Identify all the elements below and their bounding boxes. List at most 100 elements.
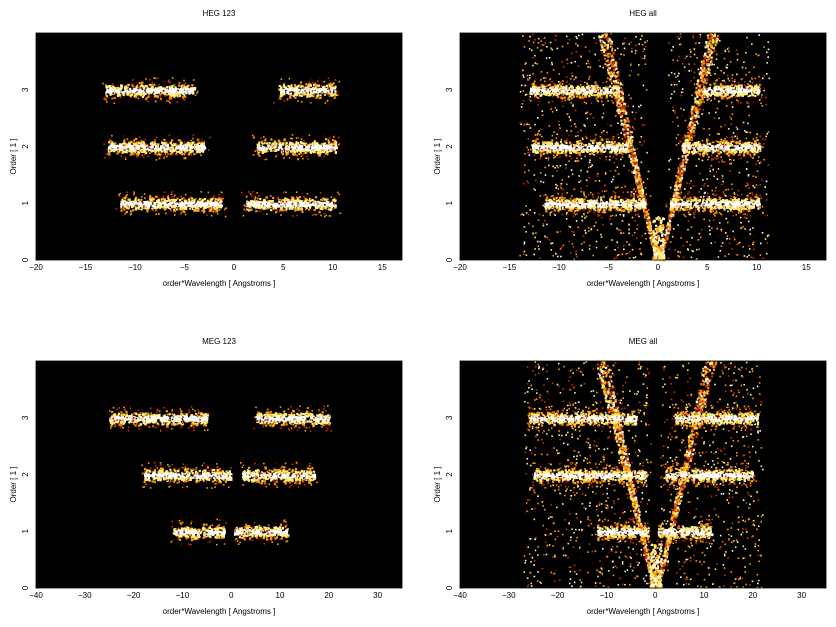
- heatmap-cell: [726, 64, 729, 66]
- heatmap-cell: [308, 82, 311, 86]
- heatmap-cell: [126, 143, 129, 146]
- heatmap-cell: [635, 44, 637, 47]
- heatmap-cell: [192, 198, 194, 201]
- heatmap-cell: [549, 212, 552, 214]
- heatmap-cell: [634, 117, 636, 120]
- heatmap-cell: [667, 221, 670, 225]
- heatmap-cell: [316, 94, 319, 98]
- heatmap-cell: [604, 54, 606, 57]
- heatmap-cell: [713, 50, 716, 53]
- heatmap-cell: [128, 145, 131, 148]
- heatmap-cell: [148, 88, 151, 91]
- heatmap-cell: [120, 203, 123, 206]
- heatmap-cell: [766, 234, 769, 237]
- heatmap-cell: [289, 141, 292, 144]
- heatmap-cell: [723, 161, 726, 163]
- heatmap-cell: [315, 85, 318, 88]
- heatmap-cell: [573, 188, 576, 191]
- heatmap-cell: [716, 228, 718, 230]
- heatmap-cell: [327, 77, 330, 80]
- heatmap-cell: [111, 91, 114, 94]
- heatmap-cell: [299, 150, 302, 153]
- heatmap-cell: [313, 213, 315, 216]
- heatmap-cell: [155, 149, 158, 152]
- heatmap-cell: [132, 85, 134, 87]
- heatmap-cell: [690, 180, 692, 182]
- heatmap-cell: [127, 198, 130, 201]
- heatmap-cell: [160, 201, 163, 203]
- heatmap-cell: [652, 244, 655, 247]
- heatmap-cell: [332, 145, 334, 147]
- heatmap-cell: [623, 127, 626, 130]
- heatmap-cell: [330, 92, 333, 95]
- heatmap-cell: [588, 62, 590, 65]
- heatmap-cell: [155, 159, 158, 161]
- heatmap-cell: [277, 198, 280, 200]
- heatmap-cell: [264, 148, 267, 151]
- heatmap-cell: [109, 85, 112, 88]
- heatmap-cell: [151, 142, 154, 145]
- heatmap-cell: [692, 34, 695, 37]
- heatmap-cell: [187, 204, 190, 207]
- heatmap-cell: [118, 194, 120, 196]
- heatmap-cell: [195, 198, 197, 200]
- heatmap-cell: [633, 169, 636, 172]
- heatmap-cell: [648, 223, 651, 226]
- heatmap-cell: [766, 242, 768, 244]
- heatmap-cell: [334, 202, 336, 204]
- heatmap-cell: [105, 84, 107, 86]
- heatmap-cell: [606, 54, 609, 57]
- heatmap-cell: [313, 204, 316, 207]
- heatmap-cell: [285, 144, 287, 146]
- heatmap-cell: [256, 192, 258, 194]
- heatmap-cell: [153, 202, 156, 205]
- heatmap-cell: [718, 211, 721, 214]
- heatmap-cell: [291, 138, 293, 140]
- chart-title: HEG 123: [203, 9, 236, 18]
- heatmap-cell: [677, 75, 679, 77]
- heatmap-cell: [709, 39, 712, 42]
- heatmap-cell: [690, 51, 692, 53]
- heatmap-cell: [637, 171, 640, 174]
- heatmap-cell: [223, 213, 226, 216]
- heatmap-cell: [258, 148, 261, 151]
- heatmap-cell: [208, 209, 211, 213]
- heatmap-cell: [622, 43, 624, 45]
- heatmap-cell: [606, 45, 609, 48]
- heatmap-cell: [538, 213, 541, 216]
- heatmap-cell: [124, 145, 127, 148]
- heatmap-cell: [617, 173, 620, 175]
- heatmap-cell: [195, 209, 198, 212]
- heatmap-cell: [683, 188, 686, 190]
- heatmap-cell: [661, 238, 665, 241]
- heatmap-cell: [285, 206, 288, 209]
- heatmap-cell: [172, 146, 174, 148]
- heatmap-cell: [136, 84, 139, 87]
- heatmap-cell: [629, 144, 632, 147]
- heatmap-cell: [138, 136, 141, 139]
- heatmap-cell: [127, 146, 130, 149]
- heatmap-cell: [677, 210, 680, 213]
- heatmap-cell: [152, 91, 155, 93]
- heatmap-cell: [638, 193, 641, 196]
- heatmap-cell: [328, 89, 331, 93]
- heatmap-cell: [124, 144, 127, 146]
- heatmap-cell: [264, 138, 267, 140]
- heatmap-cell: [318, 148, 321, 152]
- heatmap-cell: [298, 152, 301, 156]
- heatmap-cell: [329, 142, 332, 145]
- heatmap-cell: [137, 152, 140, 155]
- heatmap-cell: [278, 84, 281, 88]
- heatmap-cell: [711, 154, 713, 157]
- heatmap-cell: [680, 177, 684, 180]
- heatmap-cell: [619, 111, 621, 113]
- heatmap-cell: [117, 89, 120, 92]
- heatmap-cell: [159, 87, 162, 90]
- heatmap-cell: [611, 47, 614, 50]
- heatmap-cell: [198, 138, 200, 141]
- heatmap-cell: [567, 42, 569, 45]
- heatmap-cell: [529, 95, 532, 98]
- heatmap-cell: [154, 145, 157, 148]
- heatmap-cell: [258, 201, 261, 204]
- heatmap-cell: [179, 89, 182, 92]
